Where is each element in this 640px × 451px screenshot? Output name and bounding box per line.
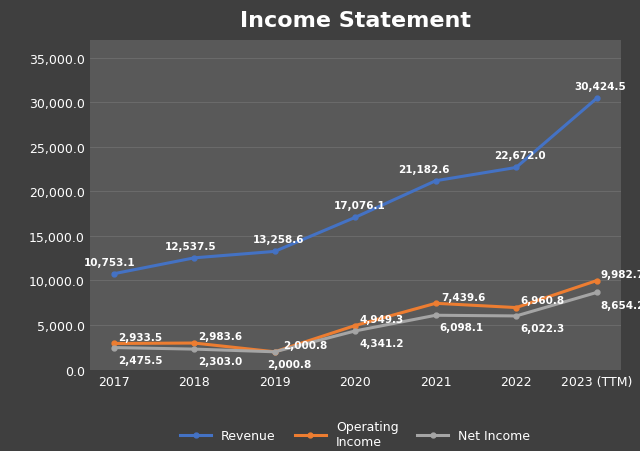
Net Income <box>271 350 278 355</box>
Text: 21,182.6: 21,182.6 <box>398 164 449 174</box>
Text: 2,303.0: 2,303.0 <box>198 356 243 366</box>
Revenue <box>190 256 198 261</box>
Text: 6,022.3: 6,022.3 <box>520 323 564 333</box>
Text: 22,672.0: 22,672.0 <box>494 151 546 161</box>
Operating
Income <box>351 323 359 328</box>
Text: 7,439.6: 7,439.6 <box>442 292 486 302</box>
Text: 30,424.5: 30,424.5 <box>575 82 627 92</box>
Text: 8,654.2: 8,654.2 <box>601 300 640 310</box>
Revenue <box>271 249 278 254</box>
Text: 6,098.1: 6,098.1 <box>440 322 484 333</box>
Line: Net Income: Net Income <box>111 290 599 354</box>
Text: 13,258.6: 13,258.6 <box>253 235 305 245</box>
Line: Operating
Income: Operating Income <box>111 279 599 354</box>
Text: 10,753.1: 10,753.1 <box>84 257 136 267</box>
Revenue <box>513 166 520 171</box>
Operating
Income <box>190 341 198 346</box>
Text: 2,983.6: 2,983.6 <box>198 331 243 341</box>
Text: 4,341.2: 4,341.2 <box>359 338 404 348</box>
Net Income <box>110 345 118 350</box>
Revenue <box>110 272 118 277</box>
Net Income <box>190 347 198 352</box>
Text: 2,933.5: 2,933.5 <box>118 332 162 342</box>
Net Income <box>513 313 520 319</box>
Title: Income Statement: Income Statement <box>240 11 470 31</box>
Text: 2,000.8: 2,000.8 <box>283 340 327 350</box>
Revenue <box>593 97 600 102</box>
Operating
Income <box>110 341 118 346</box>
Operating
Income <box>593 278 600 284</box>
Text: 17,076.1: 17,076.1 <box>333 201 385 211</box>
Operating
Income <box>271 350 278 355</box>
Text: 12,537.5: 12,537.5 <box>164 241 216 251</box>
Operating
Income <box>513 305 520 311</box>
Revenue <box>432 179 440 184</box>
Line: Revenue: Revenue <box>111 97 599 276</box>
Operating
Income <box>432 301 440 306</box>
Text: 6,960.8: 6,960.8 <box>520 295 564 305</box>
Net Income <box>593 290 600 295</box>
Text: 2,475.5: 2,475.5 <box>118 355 163 365</box>
Revenue <box>351 215 359 221</box>
Text: 4,949.3: 4,949.3 <box>359 314 403 324</box>
Text: 9,982.7: 9,982.7 <box>601 269 640 279</box>
Net Income <box>432 313 440 318</box>
Legend: Revenue, Operating
Income, Net Income: Revenue, Operating Income, Net Income <box>175 415 536 451</box>
Net Income <box>351 328 359 334</box>
Text: 2,000.8: 2,000.8 <box>267 359 311 369</box>
